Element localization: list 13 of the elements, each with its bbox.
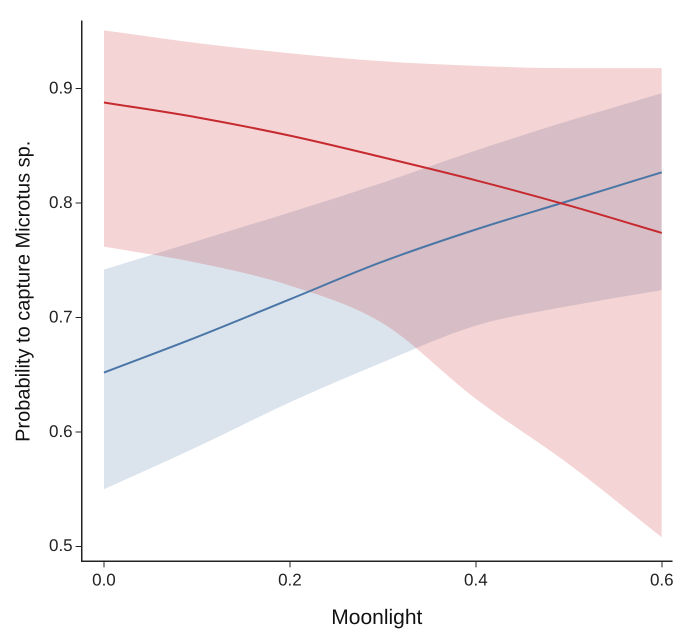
x-axis-title: Moonlight	[331, 606, 423, 630]
line-series	[102, 101, 663, 234]
y-tick-label: 0.9	[48, 78, 73, 98]
x-tick-label: 0.6	[650, 570, 674, 590]
y-tick-label: 0.6	[48, 422, 73, 441]
y-axis-title: Probability to capture Microtus sp.	[12, 140, 35, 442]
x-tick-label: 0.4	[464, 570, 488, 590]
x-tick-label: 0.2	[278, 570, 302, 590]
y-tick-label: 0.8	[48, 192, 73, 212]
y-tick-label: 0.7	[48, 307, 73, 326]
x-tick-label: 0.0	[92, 570, 116, 590]
y-tick-label: 0.5	[48, 536, 73, 556]
line-series	[102, 171, 663, 374]
